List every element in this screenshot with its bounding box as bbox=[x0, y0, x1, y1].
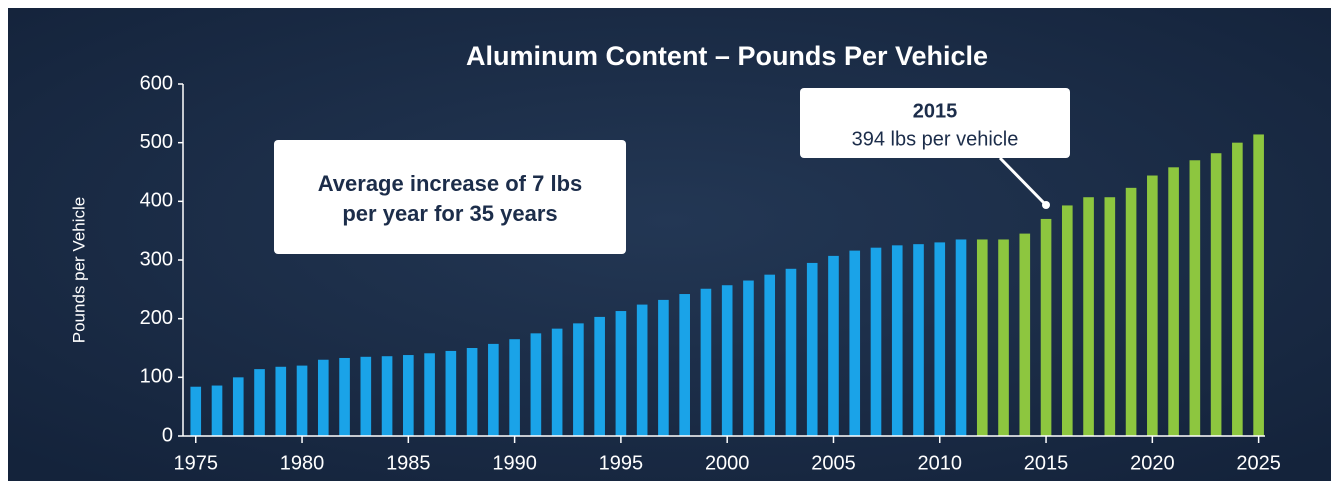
y-tick-label: 300 bbox=[140, 248, 173, 270]
bar bbox=[849, 250, 861, 436]
bar bbox=[317, 359, 329, 436]
annotation-text: Average increase of 7 lbs bbox=[318, 171, 583, 196]
bar bbox=[573, 323, 584, 436]
bar bbox=[1189, 160, 1201, 436]
bar bbox=[828, 255, 839, 436]
bar bbox=[806, 262, 818, 436]
bar bbox=[190, 386, 202, 436]
bar bbox=[296, 365, 308, 436]
y-tick-label: 200 bbox=[140, 307, 173, 329]
bar bbox=[1232, 142, 1243, 436]
bar bbox=[594, 316, 605, 436]
y-axis-label: Pounds per Vehicle bbox=[69, 197, 88, 344]
x-tick-label: 2020 bbox=[1130, 452, 1175, 474]
bar bbox=[339, 357, 350, 436]
bar bbox=[1083, 197, 1094, 436]
bar bbox=[955, 239, 967, 436]
bar bbox=[360, 356, 372, 436]
y-tick-label: 0 bbox=[162, 424, 173, 446]
bar bbox=[998, 239, 1009, 436]
x-tick-label: 2010 bbox=[918, 452, 963, 474]
bar bbox=[743, 280, 754, 436]
bar bbox=[1125, 187, 1137, 436]
bar bbox=[1147, 175, 1158, 436]
bar bbox=[1061, 205, 1073, 436]
bar bbox=[891, 245, 903, 436]
bar bbox=[615, 311, 627, 436]
bar bbox=[254, 369, 265, 436]
x-tick-label: 1990 bbox=[492, 452, 537, 474]
y-tick-label: 500 bbox=[140, 131, 173, 153]
annotation-text: per year for 35 years bbox=[342, 201, 557, 226]
bar bbox=[424, 353, 435, 436]
callout-text: 2015 bbox=[913, 100, 958, 122]
bar bbox=[551, 328, 563, 436]
bar bbox=[275, 366, 287, 436]
bar bbox=[658, 299, 669, 436]
y-tick-label: 100 bbox=[140, 366, 173, 388]
bar bbox=[1168, 167, 1179, 436]
bar bbox=[700, 288, 712, 436]
bar bbox=[913, 244, 924, 436]
bar bbox=[488, 343, 499, 436]
x-tick-label: 1985 bbox=[386, 452, 431, 474]
callout-pointer bbox=[998, 156, 1048, 207]
y-tick-label: 400 bbox=[140, 190, 173, 212]
bar bbox=[679, 294, 690, 436]
bar bbox=[1253, 134, 1264, 436]
bar bbox=[764, 274, 776, 436]
bar bbox=[870, 247, 882, 436]
bar bbox=[1104, 197, 1116, 436]
bar bbox=[785, 268, 797, 436]
bar bbox=[1040, 218, 1052, 436]
x-tick-label: 1995 bbox=[599, 452, 644, 474]
bar bbox=[721, 285, 733, 436]
y-tick-label: 600 bbox=[140, 72, 173, 94]
x-tick-label: 2025 bbox=[1236, 452, 1281, 474]
bar bbox=[211, 385, 223, 436]
callout-box bbox=[800, 88, 1070, 158]
bar bbox=[934, 242, 946, 436]
bar bbox=[381, 356, 393, 436]
x-tick-label: 1975 bbox=[174, 452, 219, 474]
bar bbox=[232, 377, 244, 436]
x-tick-label: 2015 bbox=[1024, 452, 1069, 474]
callout-text: 394 lbs per vehicle bbox=[852, 128, 1019, 150]
x-tick-label: 2005 bbox=[811, 452, 856, 474]
bar bbox=[509, 339, 520, 436]
bar bbox=[530, 333, 542, 436]
annotation-box bbox=[274, 140, 626, 254]
bar bbox=[976, 239, 988, 436]
x-tick-label: 1980 bbox=[280, 452, 325, 474]
bar bbox=[466, 348, 478, 436]
bar bbox=[1019, 233, 1031, 436]
callout-dot bbox=[1042, 201, 1050, 209]
x-tick-label: 2000 bbox=[705, 452, 750, 474]
bar bbox=[403, 355, 414, 436]
bar bbox=[1210, 153, 1222, 436]
chart-title: Aluminum Content – Pounds Per Vehicle bbox=[466, 41, 988, 71]
bar bbox=[445, 350, 457, 436]
bar bbox=[636, 304, 648, 436]
